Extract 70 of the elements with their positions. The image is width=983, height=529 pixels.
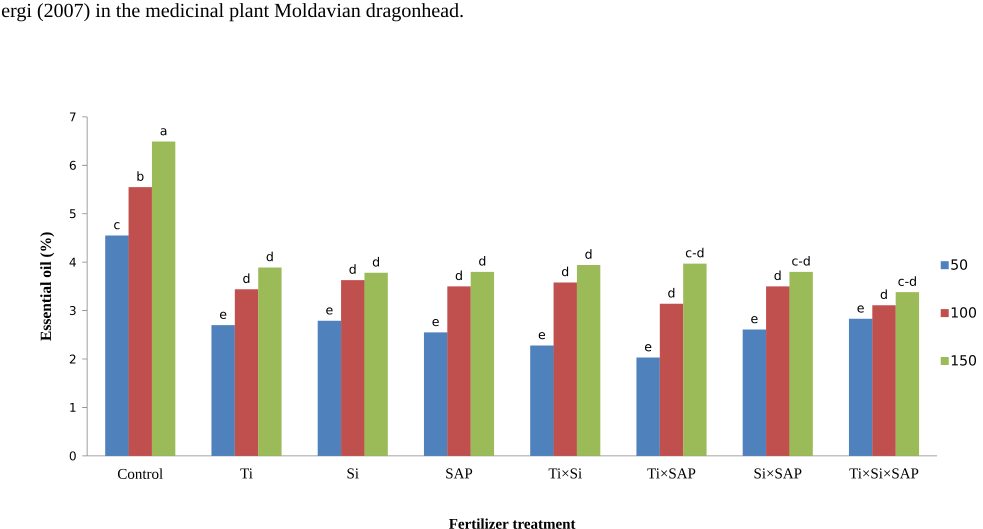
bar [683, 264, 707, 456]
data-label: c-d [792, 256, 810, 266]
bar [576, 265, 600, 456]
legend-label: 150 [952, 355, 976, 366]
x-tick-label: SAP [446, 468, 472, 478]
data-label: d [266, 252, 273, 262]
data-label: d [585, 249, 592, 259]
x-tick-label: Control [118, 468, 163, 479]
bar [742, 329, 766, 456]
data-label: d [562, 266, 568, 276]
bar [470, 272, 494, 456]
data-label: c-d [686, 248, 704, 258]
y-tick-label: 3 [70, 306, 76, 316]
bar [258, 267, 282, 456]
data-label: d [243, 273, 250, 284]
y-tick-label: 0 [70, 451, 76, 460]
data-label: e [220, 312, 226, 319]
x-tick-label: Si×SAP [754, 468, 802, 478]
x-tick-label: Ti×Si×SAP [849, 468, 918, 478]
x-tick-label: Ti [240, 468, 253, 478]
bar [789, 272, 813, 456]
bar [660, 304, 684, 456]
x-tick-label: Si [348, 468, 359, 478]
bar [872, 305, 896, 456]
bar [636, 358, 660, 456]
data-label: d [880, 289, 887, 300]
bar [848, 318, 872, 456]
data-label: d [479, 256, 486, 266]
bar [364, 272, 388, 456]
y-tick-label: 6 [70, 160, 76, 170]
bar [766, 286, 790, 456]
y-tick-label: 5 [70, 209, 76, 218]
data-label: e [751, 316, 758, 324]
data-label: d [349, 264, 356, 274]
data-label: d [372, 256, 379, 267]
x-tick-label: Ti×SAP [647, 468, 696, 478]
y-tick-label: 2 [70, 354, 76, 364]
bar [341, 280, 364, 456]
data-label: e [538, 332, 546, 340]
bar [447, 286, 471, 456]
data-label: e [857, 305, 864, 313]
bar [530, 345, 554, 456]
y-tick-label: 4 [70, 258, 76, 267]
y-axis-title: Essential oil (%) [40, 232, 54, 341]
bar [211, 325, 235, 456]
data-label: e [644, 344, 652, 352]
x-axis-title: Fertilizer treatment [449, 518, 576, 529]
text: ergi (2007) in the medicinal plant Moldavian dragonhead. [2, 3, 463, 22]
data-label: d [668, 288, 674, 298]
data-label: d [456, 270, 462, 280]
data-label: c-d [898, 276, 916, 286]
data-label: c [114, 222, 120, 230]
bar [128, 187, 152, 456]
bar [105, 236, 129, 456]
y-tick-label: 7 [70, 112, 76, 122]
bar [554, 282, 577, 456]
data-label: e [432, 318, 439, 326]
legend-label: 100 [952, 307, 976, 318]
bar [152, 142, 176, 456]
data-label: a [160, 128, 166, 136]
bar [424, 332, 448, 456]
bar [234, 289, 258, 456]
data-label: b [137, 171, 144, 181]
bar [318, 320, 342, 456]
bar [896, 292, 920, 456]
legend-label: 50 [951, 259, 968, 270]
y-tick-label: 1 [70, 403, 76, 412]
x-tick-label: Ti×Si [548, 468, 582, 478]
data-label: d [774, 270, 781, 280]
data-label: e [326, 307, 333, 315]
